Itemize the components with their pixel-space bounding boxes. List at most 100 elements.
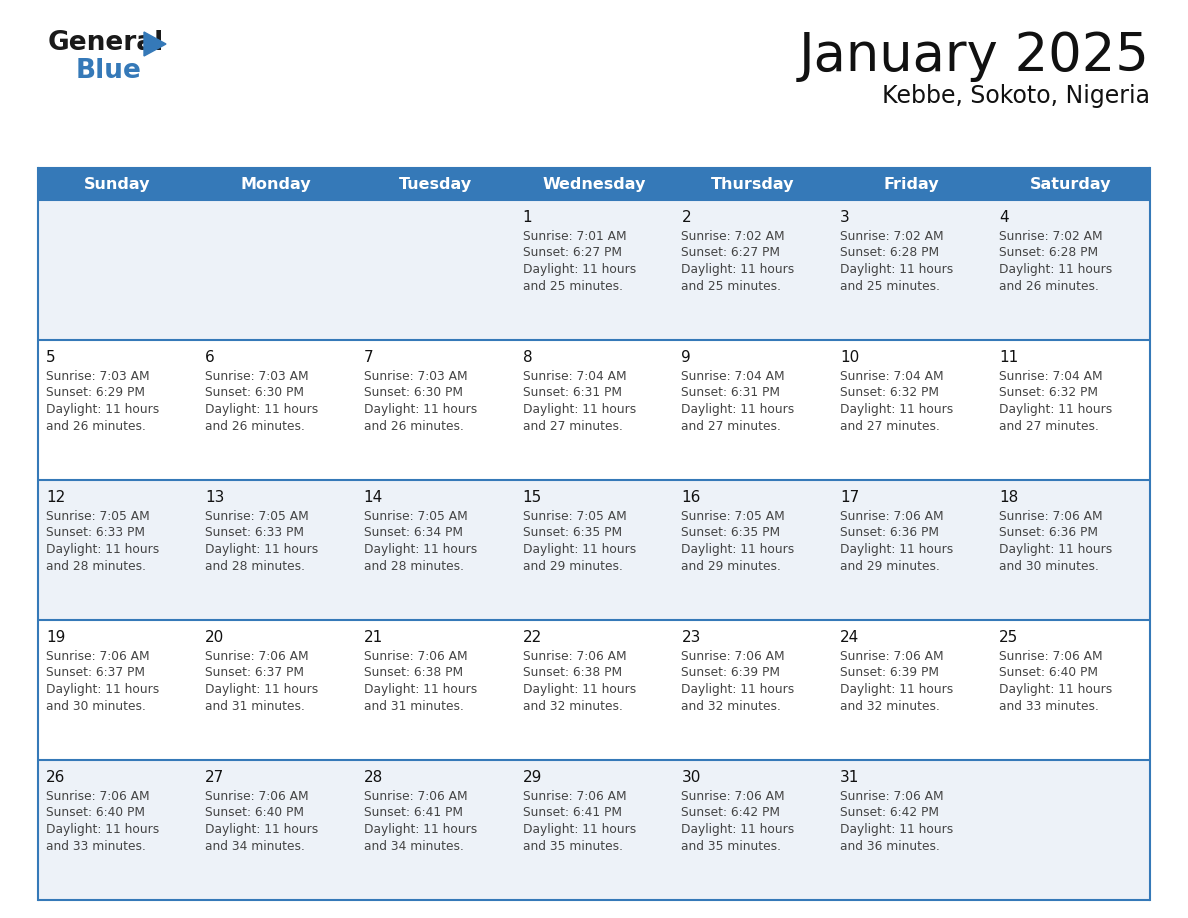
Text: Daylight: 11 hours: Daylight: 11 hours — [523, 403, 636, 416]
Bar — [38, 168, 1150, 200]
Text: 4: 4 — [999, 210, 1009, 225]
Text: General: General — [48, 30, 164, 56]
Text: and 31 minutes.: and 31 minutes. — [364, 700, 463, 712]
Text: and 35 minutes.: and 35 minutes. — [523, 839, 623, 853]
Text: Sunrise: 7:03 AM: Sunrise: 7:03 AM — [364, 370, 467, 383]
Text: Sunrise: 7:03 AM: Sunrise: 7:03 AM — [204, 370, 309, 383]
Text: 8: 8 — [523, 350, 532, 365]
Text: 21: 21 — [364, 630, 383, 645]
Text: Sunset: 6:39 PM: Sunset: 6:39 PM — [840, 666, 940, 679]
Text: 1: 1 — [523, 210, 532, 225]
Text: and 27 minutes.: and 27 minutes. — [523, 420, 623, 432]
Text: Daylight: 11 hours: Daylight: 11 hours — [840, 403, 954, 416]
Text: 31: 31 — [840, 770, 860, 785]
Text: Sunset: 6:29 PM: Sunset: 6:29 PM — [46, 386, 145, 399]
Text: Sunrise: 7:01 AM: Sunrise: 7:01 AM — [523, 230, 626, 243]
Text: Sunrise: 7:06 AM: Sunrise: 7:06 AM — [364, 650, 467, 663]
Text: Daylight: 11 hours: Daylight: 11 hours — [682, 683, 795, 696]
Text: Daylight: 11 hours: Daylight: 11 hours — [999, 403, 1112, 416]
Text: Sunrise: 7:05 AM: Sunrise: 7:05 AM — [523, 510, 626, 523]
Text: 9: 9 — [682, 350, 691, 365]
Text: Sunrise: 7:06 AM: Sunrise: 7:06 AM — [523, 790, 626, 803]
Text: Sunset: 6:30 PM: Sunset: 6:30 PM — [204, 386, 304, 399]
Text: and 30 minutes.: and 30 minutes. — [46, 700, 146, 712]
Text: and 33 minutes.: and 33 minutes. — [999, 700, 1099, 712]
Text: 5: 5 — [46, 350, 56, 365]
Text: Daylight: 11 hours: Daylight: 11 hours — [840, 263, 954, 276]
Text: 20: 20 — [204, 630, 225, 645]
Text: Daylight: 11 hours: Daylight: 11 hours — [840, 543, 954, 556]
Text: Sunrise: 7:05 AM: Sunrise: 7:05 AM — [682, 510, 785, 523]
Text: 13: 13 — [204, 490, 225, 505]
Text: and 29 minutes.: and 29 minutes. — [682, 559, 782, 573]
Text: Sunset: 6:31 PM: Sunset: 6:31 PM — [523, 386, 621, 399]
Text: Sunrise: 7:04 AM: Sunrise: 7:04 AM — [682, 370, 785, 383]
Text: Saturday: Saturday — [1030, 176, 1111, 192]
Text: Sunset: 6:40 PM: Sunset: 6:40 PM — [204, 807, 304, 820]
Text: Sunset: 6:27 PM: Sunset: 6:27 PM — [523, 247, 621, 260]
Text: and 30 minutes.: and 30 minutes. — [999, 559, 1099, 573]
Text: and 26 minutes.: and 26 minutes. — [204, 420, 305, 432]
Text: Sunrise: 7:06 AM: Sunrise: 7:06 AM — [840, 510, 944, 523]
Text: January 2025: January 2025 — [800, 30, 1150, 82]
Text: 26: 26 — [46, 770, 65, 785]
Text: 2: 2 — [682, 210, 691, 225]
Text: and 25 minutes.: and 25 minutes. — [840, 279, 940, 293]
Text: Sunset: 6:34 PM: Sunset: 6:34 PM — [364, 527, 462, 540]
Text: and 26 minutes.: and 26 minutes. — [46, 420, 146, 432]
Text: and 36 minutes.: and 36 minutes. — [840, 839, 940, 853]
Text: Daylight: 11 hours: Daylight: 11 hours — [364, 543, 476, 556]
Text: Sunrise: 7:06 AM: Sunrise: 7:06 AM — [364, 790, 467, 803]
Text: Sunset: 6:28 PM: Sunset: 6:28 PM — [999, 247, 1098, 260]
Polygon shape — [144, 32, 166, 56]
Text: Sunset: 6:42 PM: Sunset: 6:42 PM — [682, 807, 781, 820]
Text: Daylight: 11 hours: Daylight: 11 hours — [204, 543, 318, 556]
Text: Sunset: 6:41 PM: Sunset: 6:41 PM — [523, 807, 621, 820]
Text: and 26 minutes.: and 26 minutes. — [999, 279, 1099, 293]
Text: Sunrise: 7:04 AM: Sunrise: 7:04 AM — [999, 370, 1102, 383]
Text: Sunrise: 7:06 AM: Sunrise: 7:06 AM — [204, 790, 309, 803]
Text: Sunrise: 7:04 AM: Sunrise: 7:04 AM — [840, 370, 944, 383]
Text: Sunrise: 7:04 AM: Sunrise: 7:04 AM — [523, 370, 626, 383]
Text: 7: 7 — [364, 350, 373, 365]
Text: and 35 minutes.: and 35 minutes. — [682, 839, 782, 853]
Text: Sunset: 6:28 PM: Sunset: 6:28 PM — [840, 247, 940, 260]
Text: Sunset: 6:42 PM: Sunset: 6:42 PM — [840, 807, 940, 820]
Text: Sunrise: 7:05 AM: Sunrise: 7:05 AM — [204, 510, 309, 523]
Text: Daylight: 11 hours: Daylight: 11 hours — [204, 683, 318, 696]
Text: Daylight: 11 hours: Daylight: 11 hours — [999, 543, 1112, 556]
Text: Daylight: 11 hours: Daylight: 11 hours — [523, 683, 636, 696]
Bar — [38, 620, 1150, 760]
Bar — [38, 340, 1150, 480]
Text: Sunset: 6:38 PM: Sunset: 6:38 PM — [364, 666, 463, 679]
Text: and 32 minutes.: and 32 minutes. — [523, 700, 623, 712]
Text: Sunrise: 7:06 AM: Sunrise: 7:06 AM — [682, 650, 785, 663]
Text: Daylight: 11 hours: Daylight: 11 hours — [46, 683, 159, 696]
Text: Monday: Monday — [241, 176, 311, 192]
Text: and 33 minutes.: and 33 minutes. — [46, 839, 146, 853]
Text: Sunset: 6:40 PM: Sunset: 6:40 PM — [46, 807, 145, 820]
Text: Sunday: Sunday — [84, 176, 151, 192]
Text: Daylight: 11 hours: Daylight: 11 hours — [999, 263, 1112, 276]
Text: 10: 10 — [840, 350, 860, 365]
Text: 27: 27 — [204, 770, 225, 785]
Text: and 29 minutes.: and 29 minutes. — [840, 559, 940, 573]
Text: Daylight: 11 hours: Daylight: 11 hours — [840, 683, 954, 696]
Text: Sunrise: 7:05 AM: Sunrise: 7:05 AM — [364, 510, 467, 523]
Text: Sunrise: 7:06 AM: Sunrise: 7:06 AM — [46, 650, 150, 663]
Text: Sunset: 6:36 PM: Sunset: 6:36 PM — [999, 527, 1098, 540]
Text: 28: 28 — [364, 770, 383, 785]
Bar — [38, 760, 1150, 900]
Text: Sunset: 6:27 PM: Sunset: 6:27 PM — [682, 247, 781, 260]
Text: Sunrise: 7:02 AM: Sunrise: 7:02 AM — [840, 230, 944, 243]
Text: Daylight: 11 hours: Daylight: 11 hours — [46, 823, 159, 836]
Text: Sunset: 6:35 PM: Sunset: 6:35 PM — [523, 527, 621, 540]
Text: Daylight: 11 hours: Daylight: 11 hours — [364, 683, 476, 696]
Text: Daylight: 11 hours: Daylight: 11 hours — [204, 823, 318, 836]
Text: and 34 minutes.: and 34 minutes. — [364, 839, 463, 853]
Text: Wednesday: Wednesday — [542, 176, 646, 192]
Text: Daylight: 11 hours: Daylight: 11 hours — [840, 823, 954, 836]
Text: Daylight: 11 hours: Daylight: 11 hours — [682, 263, 795, 276]
Text: Sunrise: 7:06 AM: Sunrise: 7:06 AM — [204, 650, 309, 663]
Text: Daylight: 11 hours: Daylight: 11 hours — [999, 683, 1112, 696]
